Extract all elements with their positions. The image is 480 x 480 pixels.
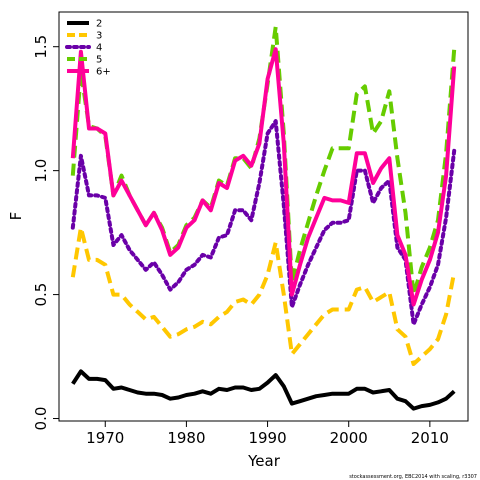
y-tick-label: 1.0: [32, 159, 50, 183]
x-tick-label: 2000: [330, 429, 368, 447]
x-tick-label: 1980: [167, 429, 205, 447]
plot-area: [58, 11, 469, 422]
y-tick-label: 1.5: [32, 35, 50, 59]
y-axis-label: F: [7, 212, 25, 221]
series-layer: [70, 24, 457, 411]
legend-label: 3: [96, 31, 102, 42]
legend-label: 5: [96, 55, 102, 66]
footer-note: stockassessment.org, EBC2014 with scalin…: [349, 474, 477, 480]
x-tick-label: 2010: [411, 429, 449, 447]
series-line-4: [70, 119, 457, 327]
legend-label: 4: [96, 43, 102, 54]
x-tick-label: 1970: [86, 429, 124, 447]
series-line-6plus: [70, 47, 457, 307]
y-tick-label: 0.5: [32, 283, 50, 307]
legend-label: 2: [96, 19, 102, 30]
y-tick-label: 0.0: [32, 407, 50, 431]
series-line-2: [71, 369, 456, 411]
axes: 1970 1980 1990 2000 2010 0.0 0.5 1.0 1.5: [32, 35, 449, 447]
series-line-3: [70, 225, 457, 366]
x-tick-label: 1990: [248, 429, 286, 447]
x-axis-label: Year: [247, 452, 281, 470]
legend-label: 6+: [96, 67, 111, 78]
